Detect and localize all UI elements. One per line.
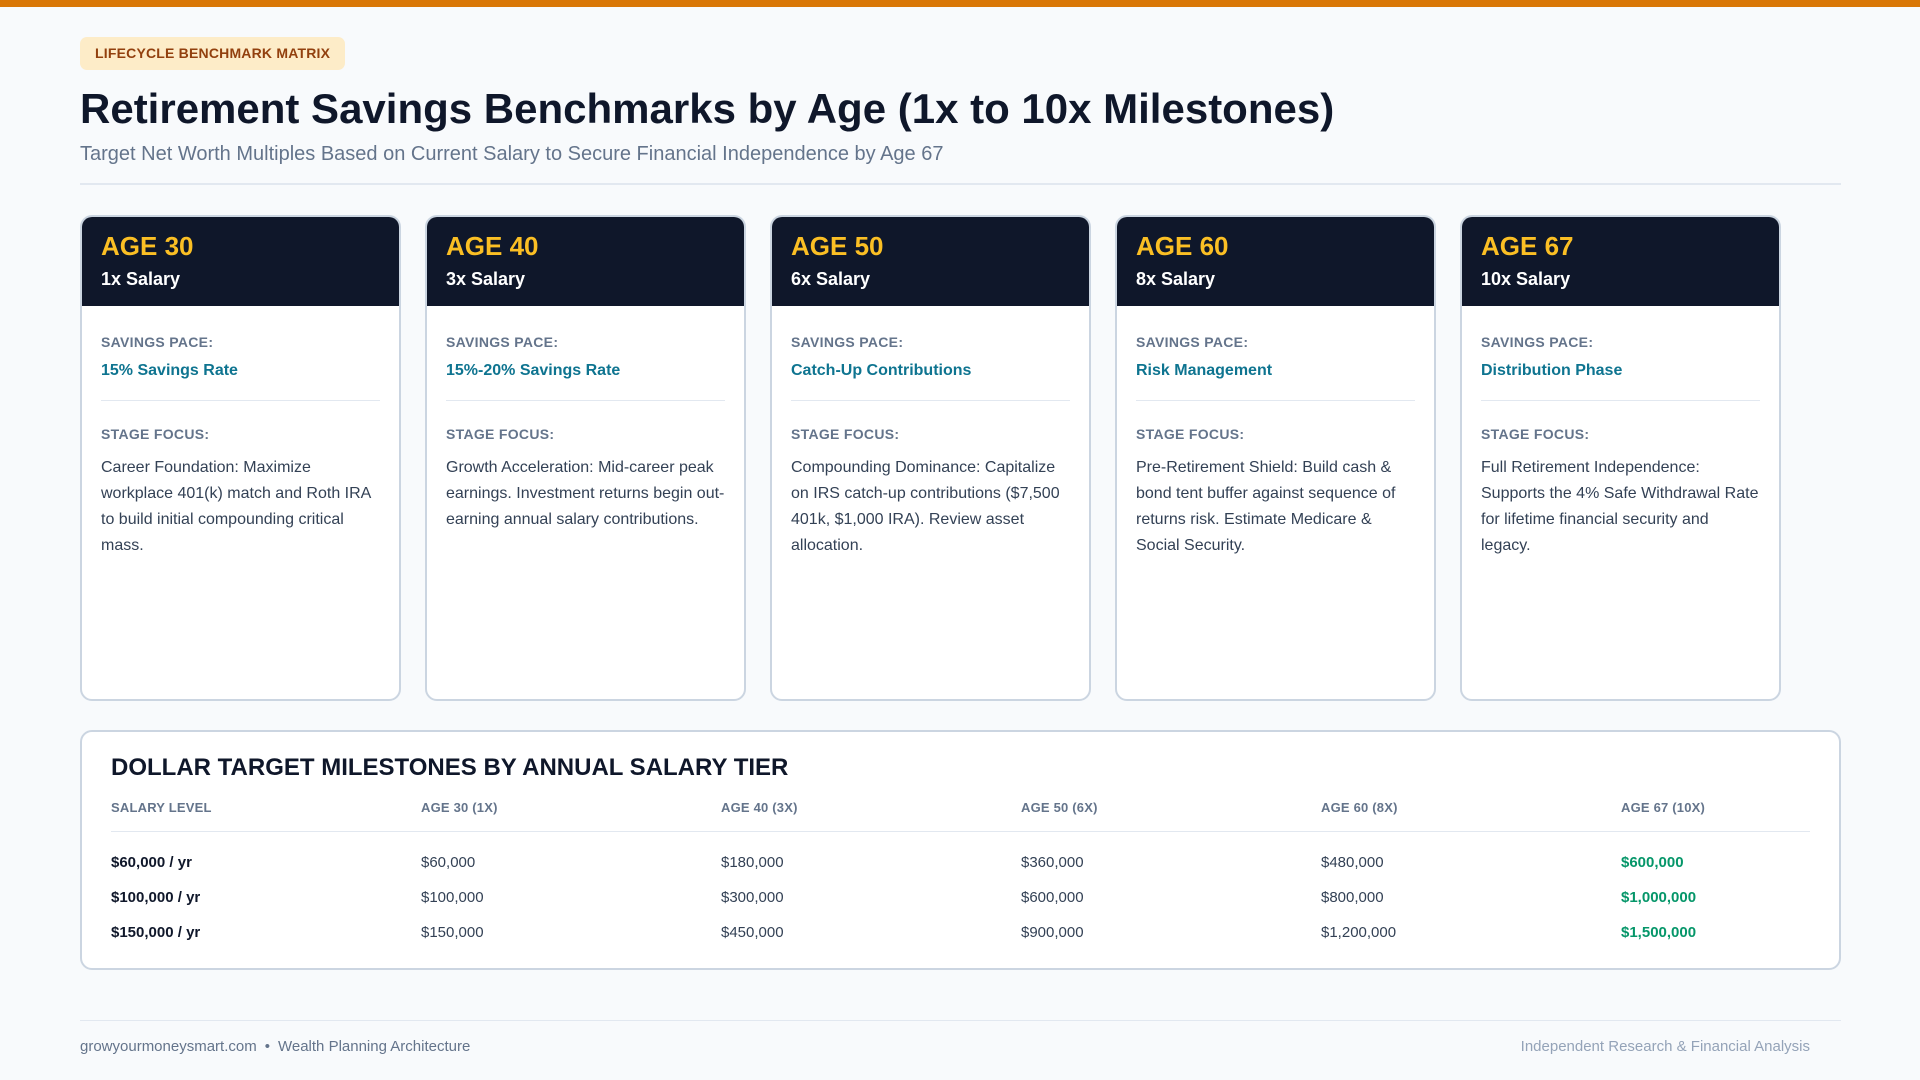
table-cell: $150,000 bbox=[421, 924, 484, 941]
card-header: AGE 50 6x Salary bbox=[772, 217, 1089, 306]
table-row: $100,000 / yr $100,000 $300,000 $600,000… bbox=[111, 881, 1810, 916]
savings-pace-label: SAVINGS PACE: bbox=[1136, 334, 1249, 350]
card-header: AGE 60 8x Salary bbox=[1117, 217, 1434, 306]
table-cell: $800,000 bbox=[1321, 889, 1384, 906]
header-divider bbox=[80, 183, 1841, 185]
column-header: AGE 67 (10X) bbox=[1621, 800, 1810, 832]
table-cell: $60,000 bbox=[421, 854, 476, 872]
savings-pace-label: SAVINGS PACE: bbox=[101, 334, 214, 350]
stage-focus-label: STAGE FOCUS: bbox=[101, 426, 210, 442]
stage-focus-label: STAGE FOCUS: bbox=[1136, 426, 1245, 442]
column-header: AGE 50 (6X) bbox=[1021, 800, 1321, 832]
card-body: SAVINGS PACE: Catch-Up Contributions STA… bbox=[772, 306, 1089, 559]
card-age-67: AGE 67 10x Salary SAVINGS PACE: Distribu… bbox=[1460, 215, 1781, 701]
card-age: AGE 30 bbox=[101, 231, 194, 261]
table-cell: $100,000 bbox=[421, 889, 484, 906]
milestone-table: SALARY LEVEL AGE 30 (1X) AGE 40 (3X) AGE… bbox=[111, 800, 1810, 951]
stage-focus-label: STAGE FOCUS: bbox=[446, 426, 555, 442]
table-title: DOLLAR TARGET MILESTONES BY ANNUAL SALAR… bbox=[111, 754, 789, 781]
goal-cell: $600,000 bbox=[1621, 854, 1684, 872]
savings-pace-label: SAVINGS PACE: bbox=[446, 334, 559, 350]
stage-focus-label: STAGE FOCUS: bbox=[1481, 426, 1590, 442]
card-divider bbox=[791, 400, 1070, 401]
card-age-60: AGE 60 8x Salary SAVINGS PACE: Risk Mana… bbox=[1115, 215, 1436, 701]
stage-focus-text: Career Foundation: Maximize workplace 40… bbox=[101, 459, 371, 554]
footer-left: growyourmoneysmart.com • Wealth Planning A… bbox=[80, 1038, 470, 1056]
card-multiple: 1x Salary bbox=[101, 269, 181, 289]
footer-tagline: Wealth Planning Architecture bbox=[277, 1038, 471, 1055]
card-multiple: 3x Salary bbox=[446, 269, 526, 289]
page-header: LIFECYCLE BENCHMARK MATRIX Retirement Sa… bbox=[80, 37, 1841, 970]
footer-right: Independent Research & Financial Analysi… bbox=[1520, 1038, 1810, 1055]
table-row: $60,000 / yr $60,000 $180,000 $360,000 $… bbox=[111, 832, 1810, 881]
table-cell: $360,000 bbox=[1021, 854, 1084, 872]
card-header: AGE 67 10x Salary bbox=[1462, 217, 1779, 306]
savings-pace-value: Distribution Phase bbox=[1481, 362, 1623, 379]
category-badge: LIFECYCLE BENCHMARK MATRIX bbox=[80, 37, 346, 70]
savings-pace-value: 15%-20% Savings Rate bbox=[446, 362, 621, 379]
card-multiple: 8x Salary bbox=[1136, 269, 1216, 289]
card-divider bbox=[446, 400, 725, 401]
salary-level-cell: $60,000 / yr bbox=[111, 854, 192, 872]
table-cell: $900,000 bbox=[1021, 924, 1084, 941]
salary-level-cell: $150,000 / yr bbox=[111, 924, 201, 941]
column-header: SALARY LEVEL bbox=[111, 800, 421, 832]
savings-pace-label: SAVINGS PACE: bbox=[1481, 334, 1594, 350]
benchmark-cards: AGE 30 1x Salary SAVINGS PACE: 15% Savin… bbox=[80, 215, 1840, 701]
goal-cell: $1,000,000 bbox=[1621, 889, 1697, 906]
stage-focus-text: Compounding Dominance: Capitalize on IRS… bbox=[791, 459, 1060, 554]
card-age-30: AGE 30 1x Salary SAVINGS PACE: 15% Savin… bbox=[80, 215, 401, 701]
card-divider bbox=[1481, 400, 1760, 401]
stage-focus-text: Full Retirement Independence: Supports t… bbox=[1481, 459, 1759, 554]
goal-cell: $1,500,000 bbox=[1621, 924, 1697, 941]
savings-pace-value: 15% Savings Rate bbox=[101, 362, 238, 379]
column-header: AGE 60 (8X) bbox=[1321, 800, 1621, 832]
card-age: AGE 40 bbox=[446, 231, 539, 261]
page-title: Retirement Savings Benchmarks by Age (1x… bbox=[80, 85, 1335, 132]
table-cell: $450,000 bbox=[721, 924, 784, 941]
card-age: AGE 60 bbox=[1136, 231, 1229, 261]
column-header: AGE 40 (3X) bbox=[721, 800, 1021, 832]
card-multiple: 10x Salary bbox=[1481, 269, 1571, 289]
card-age-40: AGE 40 3x Salary SAVINGS PACE: 15%-20% S… bbox=[425, 215, 746, 701]
savings-pace-value: Risk Management bbox=[1136, 362, 1273, 379]
table-cell: $480,000 bbox=[1321, 854, 1384, 872]
stage-focus-text: Pre-Retirement Shield: Build cash & bond… bbox=[1136, 459, 1396, 554]
table-header-row: SALARY LEVEL AGE 30 (1X) AGE 40 (3X) AGE… bbox=[111, 800, 1810, 832]
card-age: AGE 50 bbox=[791, 231, 884, 261]
card-header: AGE 40 3x Salary bbox=[427, 217, 744, 306]
stage-focus-label: STAGE FOCUS: bbox=[791, 426, 900, 442]
salary-level-cell: $100,000 / yr bbox=[111, 889, 201, 906]
card-divider bbox=[101, 400, 380, 401]
card-body: SAVINGS PACE: Risk Management STAGE FOCU… bbox=[1117, 306, 1434, 559]
savings-pace-label: SAVINGS PACE: bbox=[791, 334, 904, 350]
top-accent-bar bbox=[0, 0, 1920, 7]
table-cell: $600,000 bbox=[1021, 889, 1084, 906]
page-subtitle: Target Net Worth Multiples Based on Curr… bbox=[80, 143, 944, 165]
card-multiple: 6x Salary bbox=[791, 269, 871, 289]
table-cell: $180,000 bbox=[721, 854, 784, 872]
footer-site-link[interactable]: growyourmoneysmart.com bbox=[80, 1038, 257, 1055]
milestone-table-card: DOLLAR TARGET MILESTONES BY ANNUAL SALAR… bbox=[80, 730, 1841, 970]
card-age-50: AGE 50 6x Salary SAVINGS PACE: Catch-Up … bbox=[770, 215, 1091, 701]
card-header: AGE 30 1x Salary bbox=[82, 217, 399, 306]
card-age: AGE 67 bbox=[1481, 231, 1574, 261]
table-cell: $300,000 bbox=[721, 889, 784, 906]
column-header: AGE 30 (1X) bbox=[421, 800, 721, 832]
footer-separator: • bbox=[264, 1038, 270, 1055]
table-cell: $1,200,000 bbox=[1321, 924, 1397, 941]
card-body: SAVINGS PACE: Distribution Phase STAGE F… bbox=[1462, 306, 1779, 559]
table-row: $150,000 / yr $150,000 $450,000 $900,000… bbox=[111, 916, 1810, 951]
card-body: SAVINGS PACE: 15% Savings Rate STAGE FOC… bbox=[82, 306, 399, 559]
card-divider bbox=[1136, 400, 1415, 401]
footer-divider bbox=[80, 1020, 1841, 1021]
card-body: SAVINGS PACE: 15%-20% Savings Rate STAGE… bbox=[427, 306, 744, 533]
savings-pace-value: Catch-Up Contributions bbox=[791, 362, 972, 379]
stage-focus-text: Growth Acceleration: Mid-career peak ear… bbox=[446, 459, 725, 528]
